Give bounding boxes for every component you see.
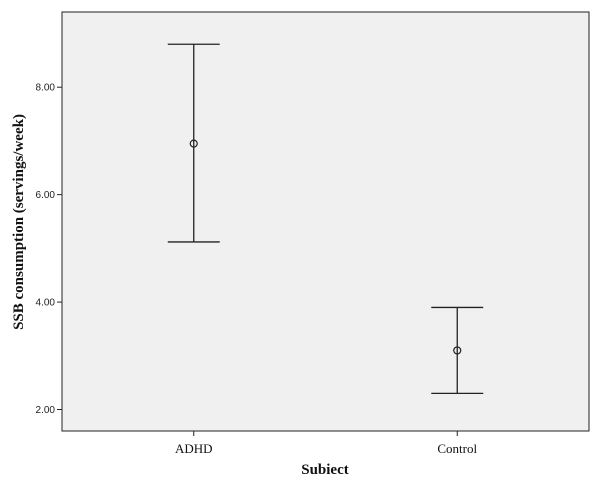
plot-area — [61, 11, 590, 432]
x-tick-label: Control — [437, 441, 477, 456]
y-axis-title: SSB consumption (servings/week) — [11, 114, 27, 330]
y-tick-label: 2.00 — [36, 405, 56, 416]
x-tick-label: ADHD — [175, 441, 213, 456]
mean-point — [453, 346, 462, 355]
y-tick-label: 4.00 — [36, 298, 56, 309]
y-tick-label: 6.00 — [36, 190, 56, 201]
x-axis-title: Subiect — [301, 462, 349, 478]
y-tick-label: 8.00 — [36, 83, 56, 94]
mean-point — [189, 139, 198, 148]
y-axis-ticks: 2.00 4.00 6.00 8.00 — [36, 83, 62, 416]
error-bar-marks — [167, 43, 484, 395]
x-axis-ticks: ADHD Control — [175, 431, 477, 456]
